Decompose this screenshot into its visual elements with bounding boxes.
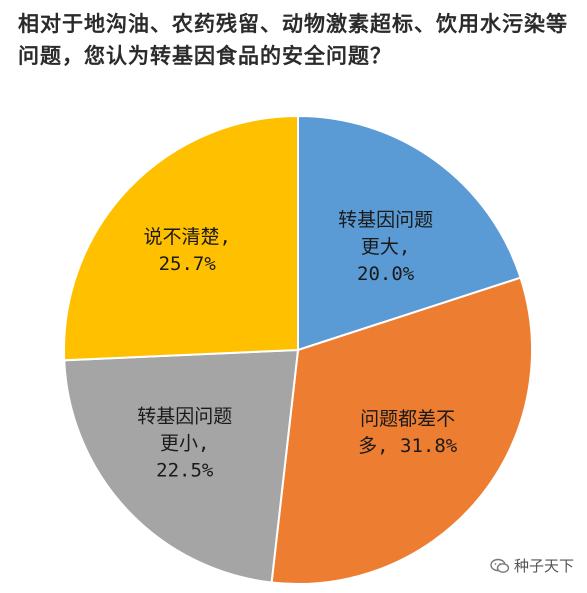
- pie-slice-3: [63, 348, 300, 584]
- slice-label-1: 转基因问题更大, 20.0%: [338, 209, 433, 285]
- slice-label-line: 说不清楚,: [143, 226, 230, 248]
- slice-label-line: 多, 31.8%: [358, 435, 458, 457]
- slice-label-line: 22.5%: [156, 460, 214, 482]
- slice-label-4: 说不清楚, 25.7%: [143, 226, 230, 275]
- slice-label-2: 问题都差不多, 31.8%: [358, 408, 458, 457]
- pie-slice-4: [63, 114, 299, 362]
- pie-slices: [63, 114, 533, 585]
- wechat-icon: [490, 558, 510, 573]
- chart-title: 相对于地沟油、农药残留、动物激素超标、饮用水污染等问题，您认为转基因食品的安全问…: [18, 12, 568, 68]
- slice-label-3: 转基因问题更小, 22.5%: [137, 406, 232, 482]
- slice-label-line: 转基因问题: [338, 209, 433, 231]
- slice-label-line: 问题都差不: [360, 408, 455, 430]
- pie-slice-1: [297, 114, 522, 352]
- slice-label-line: 更小,: [160, 433, 209, 455]
- slice-label-line: 25.7%: [159, 253, 217, 275]
- watermark: 种子天下: [490, 555, 574, 576]
- slice-label-line: 转基因问题: [137, 406, 232, 428]
- pie-slice-2: [270, 276, 533, 585]
- slice-label-line: 20.0%: [357, 263, 415, 285]
- slice-label-line: 更大,: [361, 236, 410, 258]
- pie-labels: 转基因问题更大, 20.0%问题都差不多, 31.8%转基因问题更小, 22.5%说…: [137, 209, 458, 482]
- watermark-text: 种子天下: [514, 557, 575, 575]
